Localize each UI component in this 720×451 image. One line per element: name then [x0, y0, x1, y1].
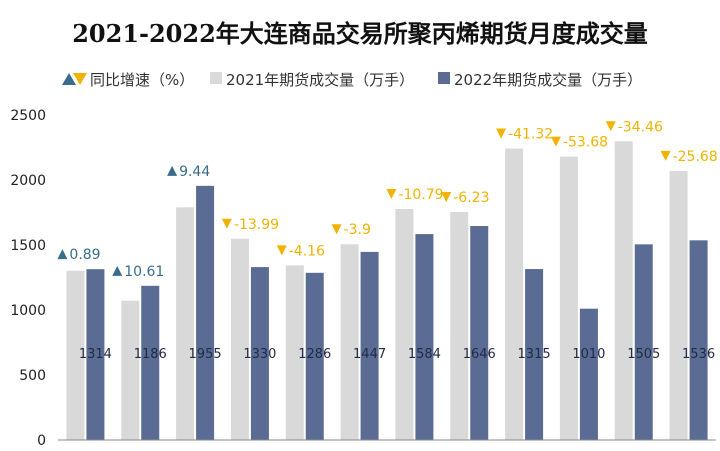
y-tick-label: 2000 [10, 173, 46, 189]
bar-2021 [450, 211, 469, 440]
bar-2021 [340, 244, 359, 440]
legend-yoy-label: 同比增速（%） [90, 71, 194, 89]
bar-2022 [360, 251, 379, 440]
data-label-2022: 1955 [189, 347, 222, 362]
bar-2021 [66, 270, 85, 440]
yoy-label: -3.9 [344, 222, 371, 238]
bar-2022 [579, 308, 598, 440]
y-tick-label: 500 [19, 368, 46, 384]
yoy-down-triangle-icon [660, 150, 671, 161]
yoy-label: -41.32 [508, 127, 553, 143]
data-label-2022: 1186 [134, 347, 167, 362]
data-label-2022: 1536 [682, 347, 715, 362]
bar-2021 [505, 148, 524, 441]
legend: 同比增速（%） 2021年期货成交量（万手） 2022年期货成交量（万手） [62, 71, 642, 89]
bar-2021 [121, 300, 140, 440]
legend-2021-swatch [210, 72, 222, 84]
chart-title: 2021-2022年大连商品交易所聚丙烯期货月度成交量 [72, 19, 648, 48]
data-label-2022: 1646 [463, 347, 496, 362]
y-tick-label: 1000 [10, 303, 46, 319]
yoy-up-triangle-icon [112, 265, 123, 276]
bar-2021 [285, 265, 304, 440]
bar-2022 [305, 272, 324, 440]
yoy-label: 9.44 [179, 164, 210, 180]
yoy-label: -13.99 [234, 217, 279, 233]
yoy-label: -10.79 [398, 187, 443, 203]
legend-2022-label: 2022年期货成交量（万手） [454, 71, 642, 89]
data-label-2022: 1315 [518, 347, 551, 362]
y-tick-label: 2500 [10, 108, 46, 124]
bar-2022 [86, 269, 105, 440]
yoy-down-triangle-icon [221, 218, 232, 229]
bar-2022 [196, 185, 215, 440]
yoy-down-triangle-icon [496, 128, 507, 139]
bar-2021 [614, 141, 633, 440]
bar-2021 [230, 238, 249, 440]
data-label-2022: 1314 [79, 347, 112, 362]
yoy-up-triangle-icon [57, 249, 68, 260]
data-label-2022: 1447 [353, 347, 386, 362]
yoy-up-triangle-icon [167, 165, 178, 176]
data-label-2022: 1584 [408, 347, 441, 362]
data-label-2022: 1330 [243, 347, 276, 362]
bar-2022 [470, 226, 489, 440]
yoy-down-triangle-icon [550, 136, 561, 147]
bar-2021 [176, 207, 195, 440]
yoy-label: -6.23 [453, 190, 489, 206]
bar-2021 [669, 170, 688, 440]
bar-2022 [689, 240, 708, 440]
bar-2022 [250, 267, 269, 440]
data-label-2022: 1505 [627, 347, 660, 362]
y-axis: 0 500 1000 1500 2000 2500 [10, 108, 46, 449]
yoy-down-triangle-icon [386, 188, 397, 199]
plot-area: 1314 0.89 1186 10.61 1955 9.44 1330 -13.99 1286 -… [57, 119, 718, 441]
bar-2022 [634, 244, 653, 440]
bar-2021 [559, 156, 578, 440]
data-label-2022: 1286 [298, 347, 331, 362]
y-tick-label: 0 [37, 433, 46, 449]
yoy-label: 0.89 [69, 247, 100, 263]
yoy-down-triangle-icon [276, 245, 287, 256]
y-tick-label: 1500 [10, 238, 46, 254]
data-label-2022: 1010 [572, 347, 605, 362]
legend-down-triangle-icon [73, 73, 87, 85]
yoy-label: -34.46 [618, 119, 663, 135]
bar-2022 [141, 285, 160, 440]
legend-2022-swatch [438, 72, 450, 84]
yoy-down-triangle-icon [331, 224, 342, 235]
legend-2021-label: 2021年期货成交量（万手） [226, 71, 414, 89]
yoy-down-triangle-icon [441, 191, 452, 202]
legend-up-triangle-icon [62, 73, 76, 85]
bar-2021 [395, 208, 414, 440]
yoy-label: 10.61 [124, 264, 164, 280]
yoy-down-triangle-icon [605, 121, 616, 132]
bar-2022 [525, 269, 544, 440]
yoy-label: -4.16 [289, 243, 325, 259]
bar-2022 [415, 234, 434, 440]
yoy-label: -53.68 [563, 135, 608, 151]
yoy-label: -25.68 [673, 149, 718, 165]
